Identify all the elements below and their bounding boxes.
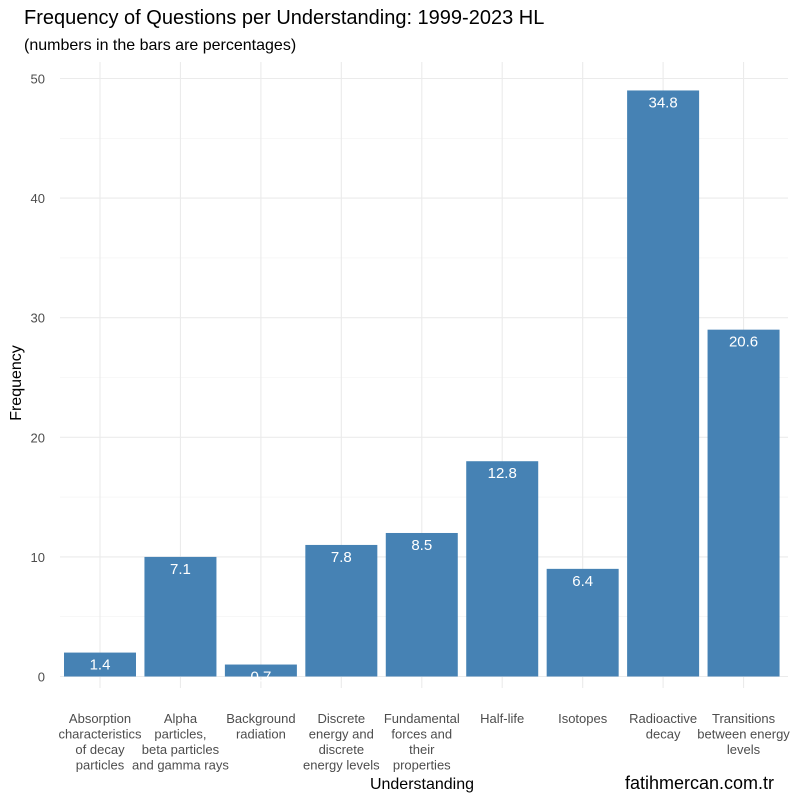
x-tick-label-line: beta particles bbox=[142, 742, 220, 757]
bar-value-label: 12.8 bbox=[488, 465, 517, 482]
y-tick-label: 30 bbox=[31, 311, 45, 326]
x-tick-label: Background radiation bbox=[226, 711, 295, 742]
x-tick-label-line: levels bbox=[727, 742, 761, 757]
x-tick-label-line: discrete bbox=[319, 742, 365, 757]
bar-value-label: 7.8 bbox=[331, 549, 352, 566]
y-tick-label: 40 bbox=[31, 191, 45, 206]
x-tick-label-line: Background bbox=[226, 711, 295, 726]
x-tick-label: Alpha particles, beta particles and gamma r… bbox=[132, 711, 229, 773]
x-tick-label-line: properties bbox=[393, 758, 451, 773]
bar bbox=[305, 544, 378, 677]
chart-title: Frequency of Questions per Understanding… bbox=[24, 7, 544, 29]
x-tick-label-line: Transitions bbox=[712, 711, 776, 726]
x-tick-label-line: Radioactive bbox=[629, 711, 697, 726]
x-tick-label-line: energy levels bbox=[303, 758, 380, 773]
y-tick-label: 20 bbox=[31, 430, 45, 445]
x-tick-label-line: decay bbox=[646, 727, 681, 742]
x-tick-label-line: particles bbox=[76, 758, 125, 773]
x-tick-label: Isotopes bbox=[558, 711, 608, 726]
x-tick-labels: Absorption characteristics of decay particl… bbox=[58, 711, 790, 773]
x-tick-label-line: forces and bbox=[391, 727, 452, 742]
x-tick-label-line: radiation bbox=[236, 727, 286, 742]
x-tick-label-line: between energy bbox=[697, 727, 790, 742]
x-tick-label-line: Discrete bbox=[317, 711, 365, 726]
bar-value-label: 6.4 bbox=[572, 573, 593, 590]
y-tick-label: 10 bbox=[31, 550, 45, 565]
x-tick-label: Absorption characteristics of decay particl… bbox=[58, 711, 142, 773]
x-tick-label-line: their bbox=[409, 742, 435, 757]
x-tick-label-line: of decay bbox=[75, 742, 125, 757]
bar-labels-layer: 1.4 7.1 0.7 7.8 8.5 12.8 6.4 34.8 20.6 bbox=[90, 94, 759, 685]
bar-value-label: 34.8 bbox=[649, 94, 678, 111]
bars-layer bbox=[64, 90, 780, 677]
x-tick-label-line: Alpha bbox=[164, 711, 198, 726]
x-tick-label: Fundamental forces and their properties bbox=[384, 711, 460, 773]
x-tick-label-line: Isotopes bbox=[558, 711, 608, 726]
x-tick-label-line: particles, bbox=[154, 727, 206, 742]
x-tick-label-line: and gamma rays bbox=[132, 758, 229, 773]
bar-value-label: 7.1 bbox=[170, 561, 191, 578]
watermark: fatihmercan.com.tr bbox=[625, 773, 774, 793]
bar bbox=[144, 556, 217, 677]
bar bbox=[466, 461, 539, 677]
y-tick-label: 50 bbox=[31, 72, 45, 87]
x-tick-label-line: characteristics bbox=[58, 727, 142, 742]
x-tick-label-line: Half-life bbox=[480, 711, 524, 726]
y-axis-title: Frequency bbox=[8, 345, 25, 421]
x-axis-title: Understanding bbox=[370, 776, 474, 793]
x-tick-label-line: Fundamental bbox=[384, 711, 460, 726]
x-tick-label-line: Absorption bbox=[69, 711, 131, 726]
bar bbox=[546, 568, 619, 677]
x-tick-label: Half-life bbox=[480, 711, 524, 726]
bar bbox=[64, 652, 136, 677]
x-tick-label: Transitions between energy levels bbox=[697, 711, 790, 757]
bar-value-label: 0.7 bbox=[250, 669, 271, 686]
bar bbox=[627, 90, 700, 677]
y-tick-label: 0 bbox=[38, 670, 45, 685]
y-tick-labels: 0 10 20 30 40 50 bbox=[31, 72, 45, 685]
bar-value-label: 1.4 bbox=[90, 657, 111, 674]
x-tick-label: Discrete energy and discrete energy levels bbox=[303, 711, 380, 773]
chart-subtitle: (numbers in the bars are percentages) bbox=[24, 37, 296, 54]
x-tick-label: Radioactive decay bbox=[629, 711, 697, 742]
bar bbox=[385, 532, 458, 677]
bar-value-label: 20.6 bbox=[729, 334, 758, 351]
x-tick-label-line: energy and bbox=[309, 727, 374, 742]
bar bbox=[707, 329, 780, 677]
bar bbox=[224, 664, 297, 677]
bar-value-label: 8.5 bbox=[411, 537, 432, 554]
